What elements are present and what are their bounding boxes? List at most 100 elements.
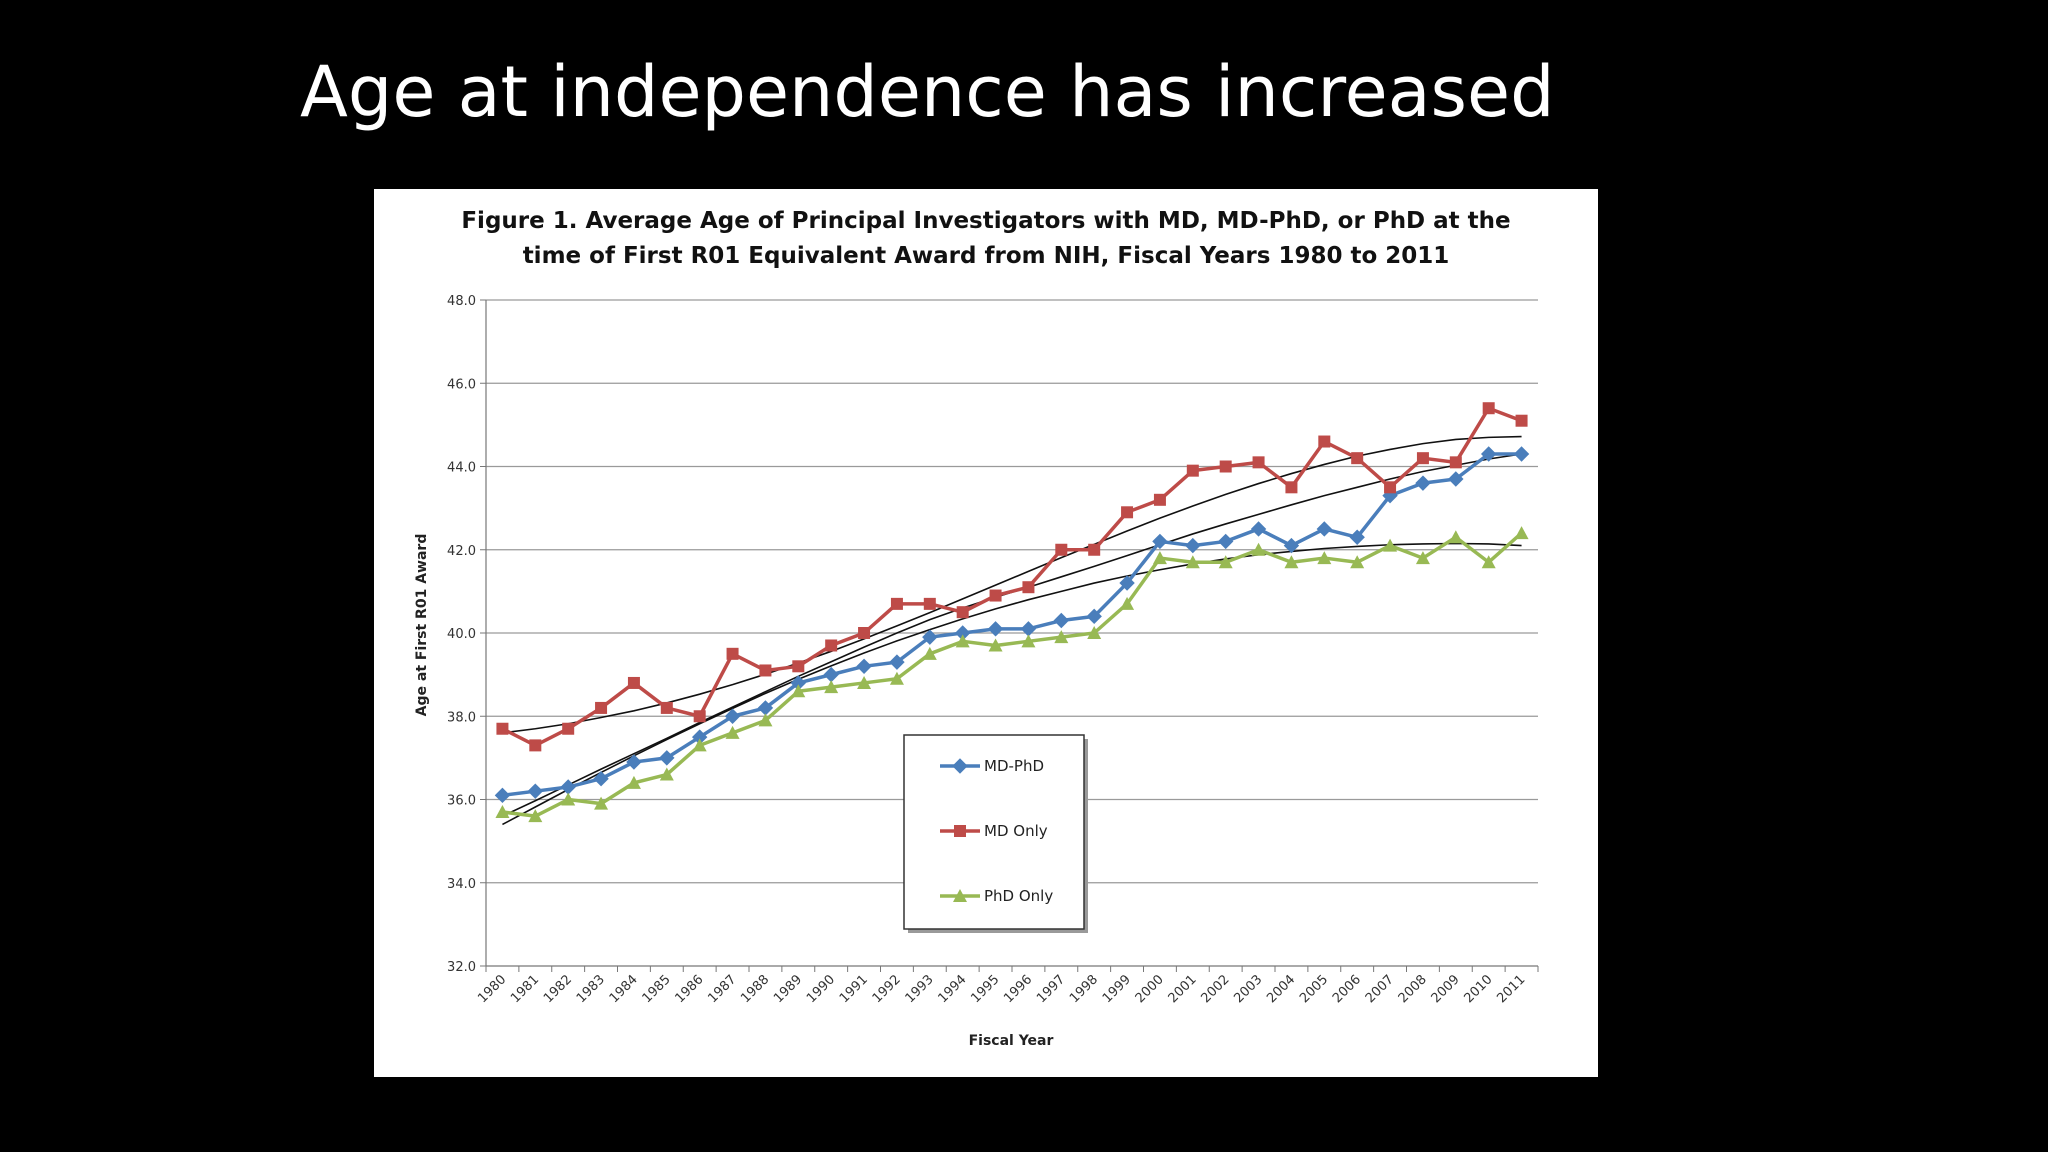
y-tick-label: 44.0 (447, 461, 476, 476)
legend-swatch-marker (953, 889, 967, 902)
legend-label: MD-PhD (984, 757, 1044, 775)
data-point-md-only (1252, 456, 1265, 469)
data-point-md-only (1318, 435, 1331, 448)
data-point-md-phd (889, 654, 905, 670)
x-tick-label: 1987 (705, 972, 739, 1006)
x-tick-label: 1981 (508, 972, 542, 1006)
data-point-md-phd (724, 708, 741, 724)
data-point-phd-only (1350, 555, 1365, 569)
x-tick-label: 1991 (837, 972, 871, 1006)
x-tick-label: 1989 (771, 972, 805, 1006)
x-tick-label: 1983 (574, 972, 608, 1006)
data-point-md-only (1022, 581, 1035, 594)
data-point-md-only (1285, 481, 1298, 494)
x-tick-label: 1996 (1001, 972, 1035, 1006)
x-tick-label: 1984 (607, 972, 641, 1006)
data-point-md-phd (494, 787, 511, 804)
data-point-phd-only (1120, 596, 1135, 610)
series-line-md-only (501, 406, 1523, 748)
data-point-phd-only (758, 713, 773, 727)
data-point-md-phd (527, 783, 544, 799)
x-tick-label: 2007 (1363, 972, 1397, 1006)
data-point-md-only (1351, 452, 1364, 465)
data-point-phd-only (725, 725, 740, 739)
x-tick-label: 1994 (936, 972, 970, 1006)
data-point-md-only (792, 660, 805, 673)
trendline-phd-only (502, 542, 1522, 826)
x-tick-label: 1995 (968, 972, 1002, 1006)
data-point-md-phd (626, 754, 642, 770)
data-point-md-phd (987, 621, 1004, 637)
data-point-md-phd (1415, 475, 1431, 491)
data-point-phd-only (495, 804, 510, 818)
data-point-md-only (1515, 414, 1528, 427)
legend-box (903, 734, 1085, 930)
y-tick-label: 36.0 (447, 794, 476, 809)
y-tick-label: 34.0 (447, 877, 476, 892)
data-point-phd-only (1514, 526, 1529, 540)
x-tick-label: 2010 (1462, 972, 1496, 1006)
data-point-md-only (627, 676, 640, 689)
line-chart: Figure 1. Average Age of Principal Inves… (414, 208, 1539, 1049)
chart-panel: Figure 1. Average Age of Principal Inves… (374, 189, 1598, 1077)
y-tick-label: 38.0 (447, 710, 476, 725)
data-point-md-phd (1119, 575, 1135, 591)
x-tick-label: 2004 (1264, 972, 1298, 1006)
legend-item-md-only: MD Only (940, 822, 1048, 840)
data-point-md-phd (1020, 621, 1037, 637)
data-point-md-phd (1086, 608, 1102, 625)
legend: MD-PhD MD Only PhD Only (903, 734, 1088, 933)
data-point-md-phd (1185, 537, 1201, 554)
x-tick-label: 1982 (541, 972, 575, 1006)
x-tick-label: 1980 (475, 972, 509, 1006)
data-point-phd-only (1383, 538, 1398, 552)
x-tick-label: 1999 (1100, 972, 1134, 1006)
data-point-phd-only (659, 767, 674, 781)
data-point-phd-only (1481, 555, 1496, 569)
series-line-phd-only (502, 531, 1523, 818)
data-point-md-only (496, 722, 509, 735)
data-point-md-phd (1513, 446, 1530, 462)
data-point-md-only (989, 589, 1002, 602)
data-point-md-only (1449, 456, 1462, 469)
data-point-md-phd (856, 658, 872, 675)
x-tick-label: 2002 (1199, 972, 1233, 1006)
data-point-md-only (956, 606, 969, 619)
data-point-md-only (1482, 402, 1495, 415)
data-point-md-only (890, 597, 903, 610)
data-point-md-phd (1250, 521, 1267, 537)
x-tick-label: 1993 (903, 972, 937, 1006)
data-point-phd-only (1185, 555, 1200, 569)
x-tick-label: 2008 (1396, 972, 1430, 1006)
data-point-phd-only (1152, 551, 1167, 565)
data-point-md-only (595, 701, 608, 714)
x-tick-label: 1992 (870, 972, 904, 1006)
x-tick-label: 2003 (1231, 972, 1265, 1006)
data-point-phd-only (889, 671, 904, 685)
data-point-md-phd (1152, 533, 1168, 550)
legend-label: MD Only (984, 822, 1048, 840)
data-point-md-only (693, 710, 706, 723)
x-tick-label: 2011 (1494, 972, 1528, 1006)
data-point-phd-only (922, 646, 937, 660)
x-tick-label: 1986 (673, 972, 707, 1006)
data-point-phd-only (528, 809, 543, 823)
data-point-phd-only (1021, 634, 1036, 648)
data-point-md-only (759, 664, 772, 677)
data-point-md-only (1055, 543, 1068, 556)
trendline-md-only (502, 435, 1522, 734)
series-md-phd (494, 446, 1530, 804)
data-series (494, 402, 1530, 823)
y-tick-label: 40.0 (447, 627, 476, 642)
legend-swatch-marker (954, 825, 966, 837)
legend-label: PhD Only (984, 887, 1053, 905)
data-point-md-phd (1316, 521, 1333, 537)
x-tick-label: 1988 (738, 972, 772, 1006)
y-axis-label: Age at First R01 Award (414, 534, 430, 717)
legend-item-phd-only: PhD Only (940, 887, 1053, 905)
data-point-md-only (529, 739, 542, 752)
data-point-md-only (1186, 464, 1199, 477)
data-point-md-phd (1053, 612, 1070, 629)
chart-title-line-2: time of First R01 Equivalent Award from … (523, 243, 1450, 269)
y-tick-label: 46.0 (447, 377, 476, 392)
